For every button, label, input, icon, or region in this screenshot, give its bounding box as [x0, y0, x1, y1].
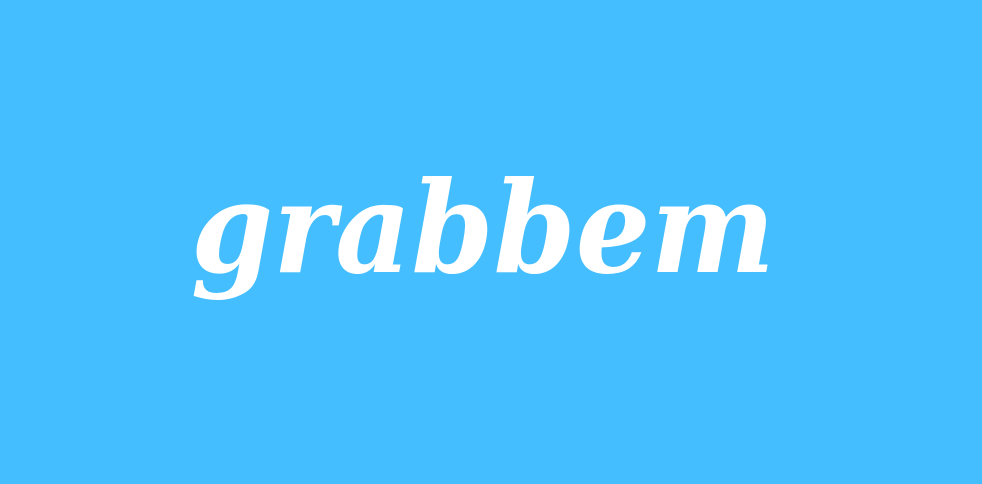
brand-wordmark: grabbem — [191, 154, 775, 302]
